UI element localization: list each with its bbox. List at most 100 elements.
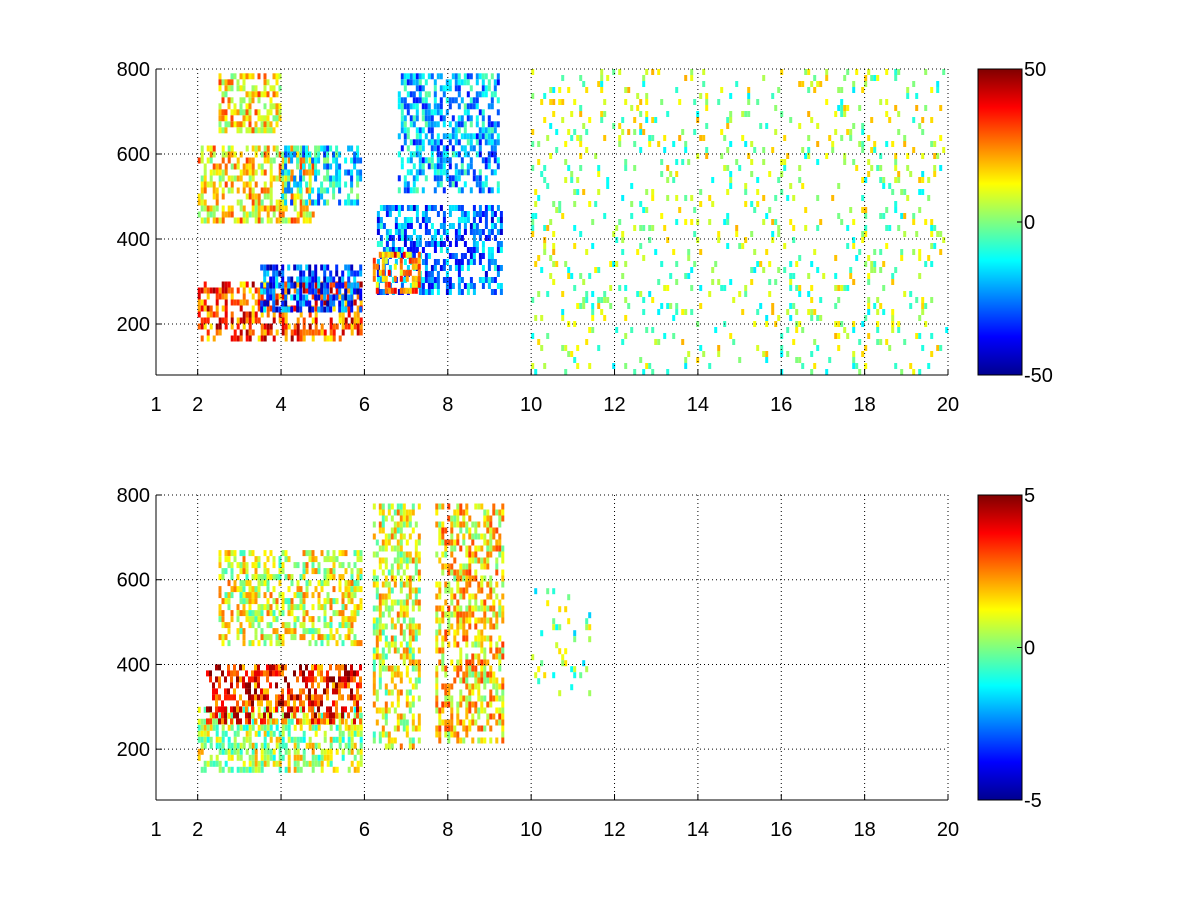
heatmap-cell [396,725,400,732]
heatmap-cell [795,327,799,333]
heatmap-cell [347,300,351,307]
heatmap-cell [356,706,359,713]
heatmap-cell [483,677,487,684]
heatmap-cell [245,718,248,725]
heatmap-cell [909,363,913,369]
heatmap-cell [311,157,315,164]
heatmap-cell [230,670,233,677]
heatmap-cell [415,175,419,182]
heatmap-cell [242,287,246,294]
heatmap-cell [627,303,631,309]
heatmap-cell [254,127,258,134]
heatmap-cell [621,129,625,135]
heatmap-cell [552,87,556,93]
heatmap-cell [239,329,243,336]
heatmap-cell [302,592,306,599]
heatmap-cell [456,503,460,510]
heatmap-cell [876,297,880,303]
heatmap-cell [864,213,868,219]
heatmap-cell [433,187,437,194]
heatmap-cell [278,306,282,313]
heatmap-cell [329,718,332,725]
heatmap-cell [284,556,288,563]
heatmap-cell [496,247,500,253]
heatmap-cell [290,574,294,581]
heatmap-cell [257,217,261,224]
heatmap-cell [387,539,391,546]
heatmap-cell [546,600,550,607]
heatmap-cell [236,724,240,731]
heatmap-cell [445,79,449,86]
heatmap-cell [290,175,294,182]
heatmap-cell [215,664,218,671]
heatmap-cell [397,211,401,217]
heatmap-cell [212,712,215,719]
heatmap-cell [447,515,451,522]
heatmap-cell [930,297,934,303]
heatmap-cell [402,719,406,726]
heatmap-cell [495,653,499,660]
heatmap-cell [451,145,455,152]
heatmap-cell [242,323,246,330]
heatmap-cell [463,283,467,289]
heatmap-cell [305,742,309,749]
heatmap-cell [218,163,222,170]
heatmap-cell [272,103,276,110]
heatmap-cell [281,670,284,677]
heatmap-cell [305,205,309,212]
heatmap-cell [390,677,394,684]
heatmap-cell [531,129,535,135]
heatmap-cell [448,181,452,188]
heatmap-cell [320,288,324,295]
heatmap-cell [323,145,327,152]
heatmap-cell [356,568,360,575]
heatmap-cell [448,85,452,92]
heatmap-cell [378,527,382,534]
heatmap-cell [269,670,272,677]
heatmap-cell [326,163,330,170]
heatmap-cell [266,264,270,271]
heatmap-cell [393,737,397,744]
heatmap-cell [411,713,415,720]
heatmap-cell [344,592,348,599]
heatmap-cell [465,707,469,714]
heatmap-cell [942,147,946,153]
heatmap-cell [293,175,297,182]
heatmap-cell [663,333,667,339]
heatmap-cell [693,207,697,213]
heatmap-cell [221,109,225,116]
heatmap-cell [233,103,237,110]
heatmap-cell [474,605,478,612]
heatmap-cell [441,533,445,540]
heatmap-cell [747,111,751,117]
colorbar-tick-label: 0 [1024,212,1035,234]
heatmap-cell [341,712,344,719]
heatmap-cell [792,225,796,231]
heatmap-cell [393,263,397,270]
heatmap-cell [212,211,216,218]
heatmap-cell [567,351,571,357]
heatmap-cell [729,141,733,147]
heatmap-cell [457,85,461,92]
heatmap-cell [477,683,481,690]
heatmap-cell [409,169,413,176]
heatmap-cell [499,241,503,247]
heatmap-cell [335,264,339,271]
heatmap-cell [490,205,494,211]
heatmap-cell [251,199,255,206]
heatmap-cell [415,211,419,217]
heatmap-cell [501,641,505,648]
heatmap-cell [501,719,505,726]
heatmap-cell [242,736,246,743]
heatmap-cell [390,641,394,648]
heatmap-cell [305,187,309,194]
heatmap-cell [444,725,448,732]
heatmap-cell [387,707,391,714]
heatmap-cell [227,145,231,152]
heatmap-cell [290,282,294,289]
heatmap-cell [308,163,312,170]
heatmap-cell [438,593,442,600]
heatmap-cell [903,231,907,237]
heatmap-cell [323,282,327,289]
heatmap-cell [478,187,482,194]
